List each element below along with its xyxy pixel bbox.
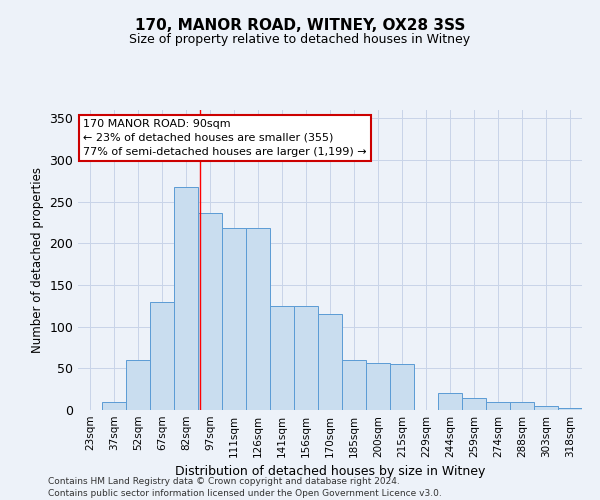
Bar [462, 398, 486, 410]
Bar [150, 302, 174, 410]
Bar [486, 402, 510, 410]
Bar [102, 402, 126, 410]
Text: Size of property relative to detached houses in Witney: Size of property relative to detached ho… [130, 32, 470, 46]
Bar [558, 408, 582, 410]
Bar [198, 212, 222, 410]
Bar [174, 186, 198, 410]
Text: 170 MANOR ROAD: 90sqm
← 23% of detached houses are smaller (355)
77% of semi-det: 170 MANOR ROAD: 90sqm ← 23% of detached … [83, 119, 367, 157]
Bar [366, 362, 390, 410]
Bar [246, 228, 270, 410]
Bar [438, 394, 462, 410]
Bar [390, 364, 414, 410]
Bar [294, 306, 318, 410]
Bar [510, 402, 534, 410]
Bar [222, 228, 246, 410]
Text: 170, MANOR ROAD, WITNEY, OX28 3SS: 170, MANOR ROAD, WITNEY, OX28 3SS [135, 18, 465, 32]
Bar [534, 406, 558, 410]
Bar [126, 360, 150, 410]
Bar [318, 314, 342, 410]
Bar [342, 360, 366, 410]
Text: Contains HM Land Registry data © Crown copyright and database right 2024.
Contai: Contains HM Land Registry data © Crown c… [48, 476, 442, 498]
X-axis label: Distribution of detached houses by size in Witney: Distribution of detached houses by size … [175, 466, 485, 478]
Y-axis label: Number of detached properties: Number of detached properties [31, 167, 44, 353]
Bar [270, 306, 294, 410]
